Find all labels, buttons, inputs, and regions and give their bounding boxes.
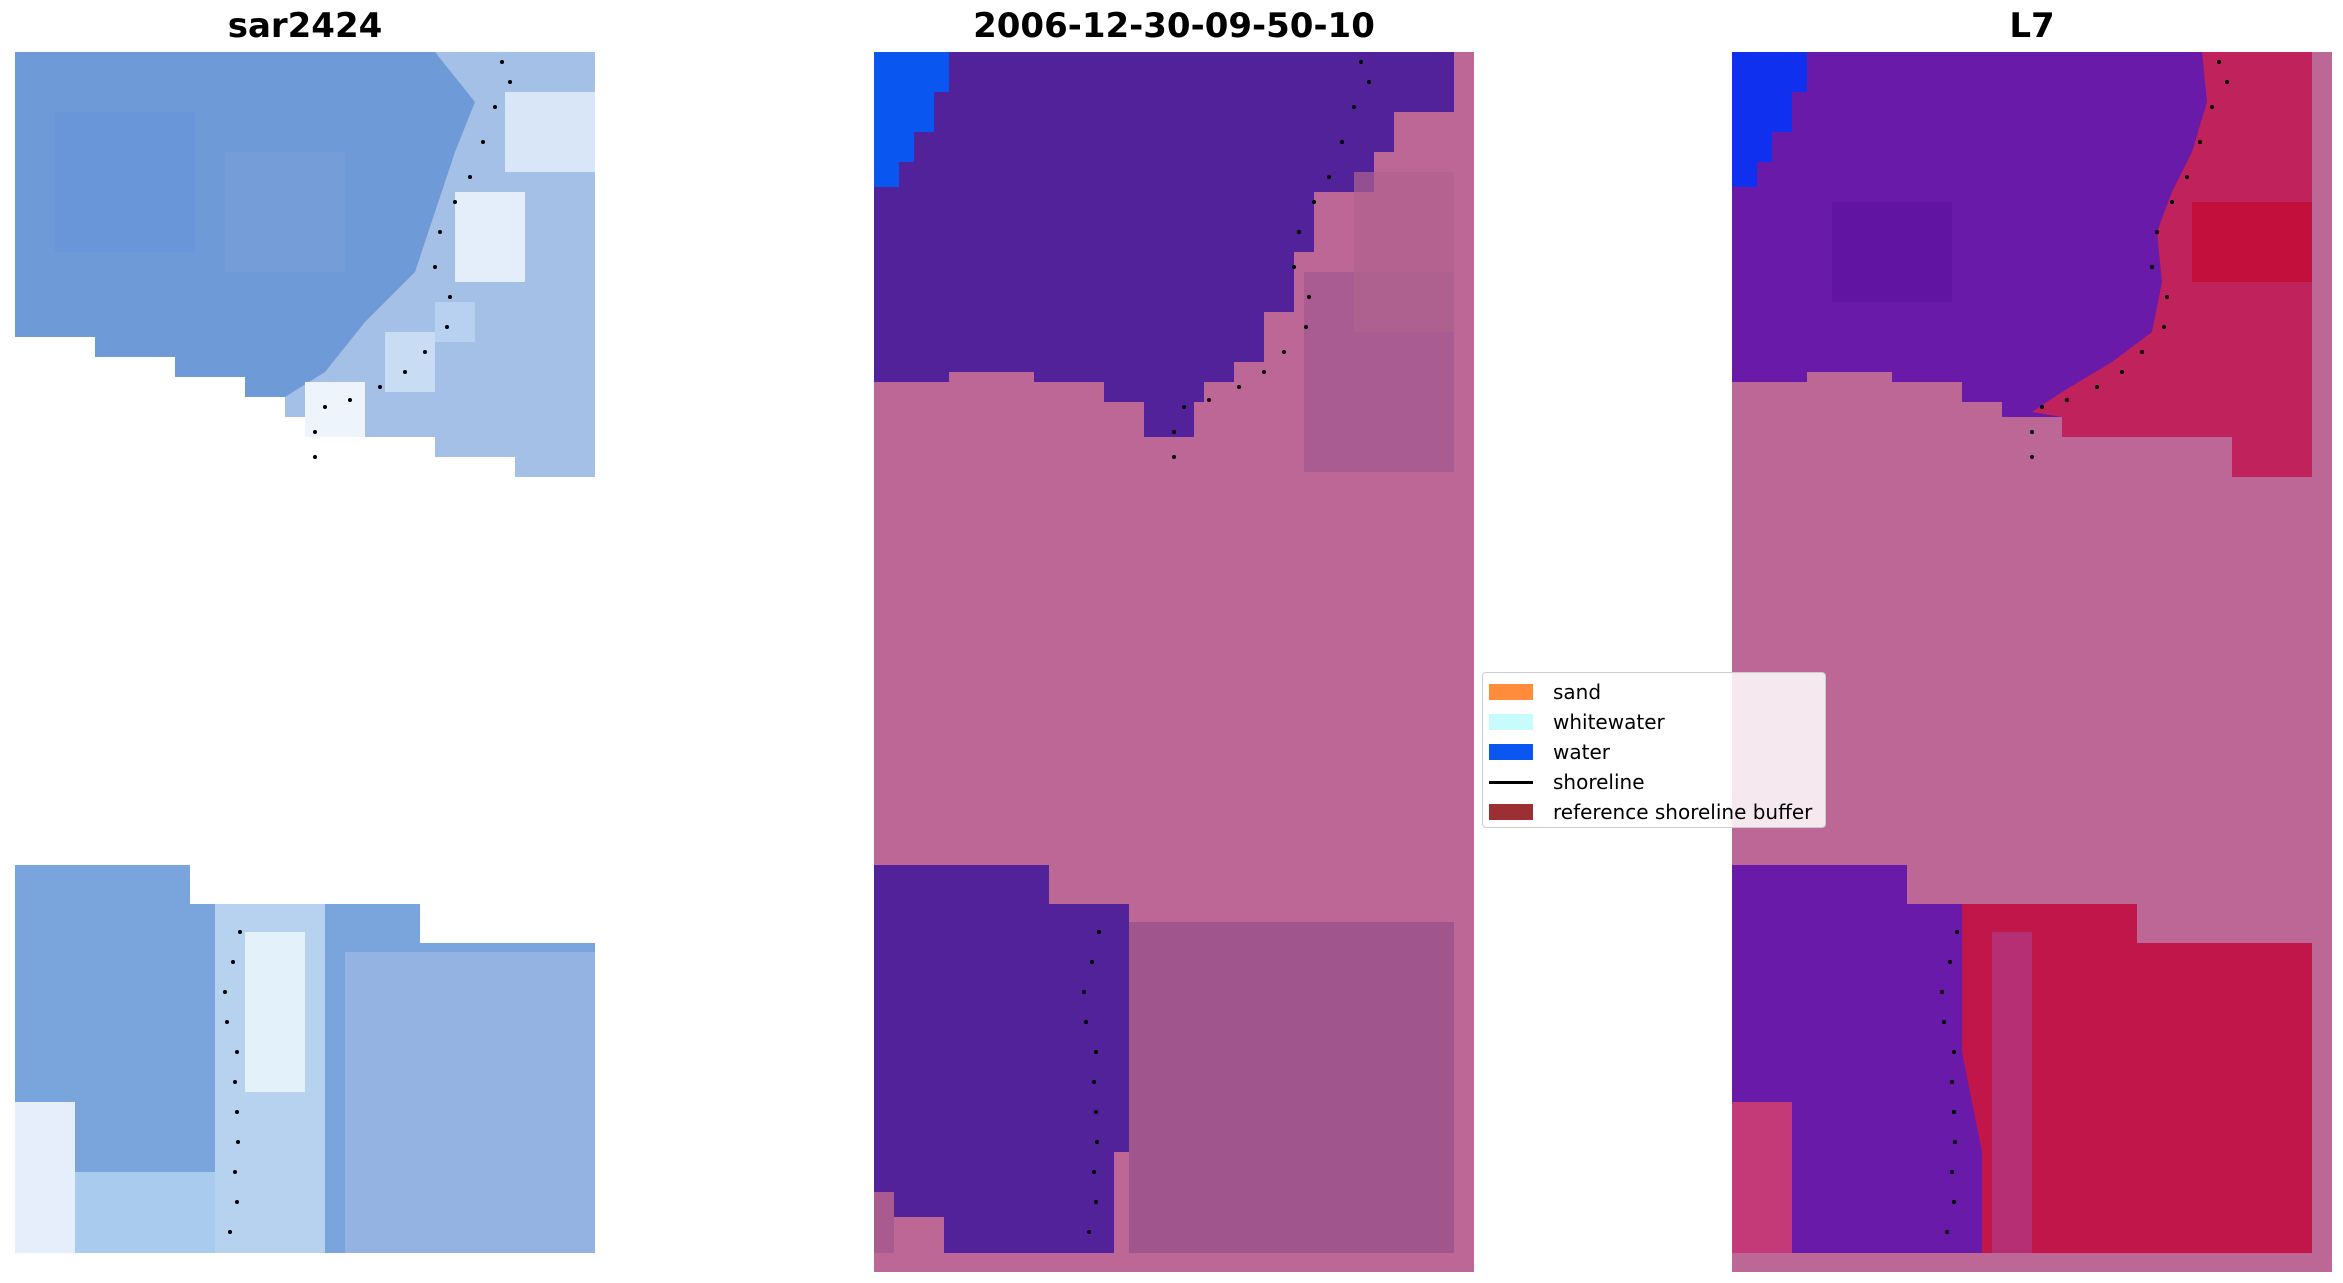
rgb-bottom-block (15, 865, 595, 1253)
rgb-shoreline-dots (223, 60, 512, 1234)
legend-label-sand: sand (1553, 680, 1602, 704)
panel-title-rgb: sar2424 (227, 6, 383, 46)
rgb-top-block (15, 52, 595, 477)
legend-item-sand: sand (1489, 677, 1601, 707)
classified-image-panel (874, 52, 1474, 1272)
legend-label-whitewater: whitewater (1553, 710, 1665, 734)
reference-buffer-swatch (1489, 804, 1533, 820)
panel-title-index: L7 (2009, 6, 2055, 46)
index-shoreline-dots (1940, 60, 2229, 1234)
sand-swatch (1489, 684, 1533, 700)
legend-label-shoreline: shoreline (1553, 770, 1645, 794)
legend-label-reference-shoreline-buffer: reference shoreline buffer (1553, 800, 1813, 824)
legend-item-reference-shoreline-buffer: reference shoreline buffer (1489, 797, 1812, 827)
rgb-image-panel (15, 52, 595, 1253)
legend-item-shoreline: shoreline (1489, 767, 1645, 797)
water-swatch (1489, 744, 1533, 760)
classified-shoreline-dots (1082, 60, 1371, 1234)
legend-item-water: water (1489, 737, 1610, 767)
index-image-panel (1732, 52, 2332, 1272)
classified-bottom-block (874, 865, 1454, 1253)
panel-title-classified: 2006-12-30-09-50-10 (973, 6, 1375, 46)
legend: sand whitewater water shoreline referenc… (1482, 672, 1826, 828)
legend-item-whitewater: whitewater (1489, 707, 1665, 737)
whitewater-swatch (1489, 714, 1533, 730)
index-top-block (1732, 52, 2312, 477)
shoreline-line-swatch (1489, 780, 1533, 784)
index-bottom-block (1732, 865, 2312, 1253)
legend-label-water: water (1553, 740, 1610, 764)
classified-top-block (874, 52, 1454, 472)
